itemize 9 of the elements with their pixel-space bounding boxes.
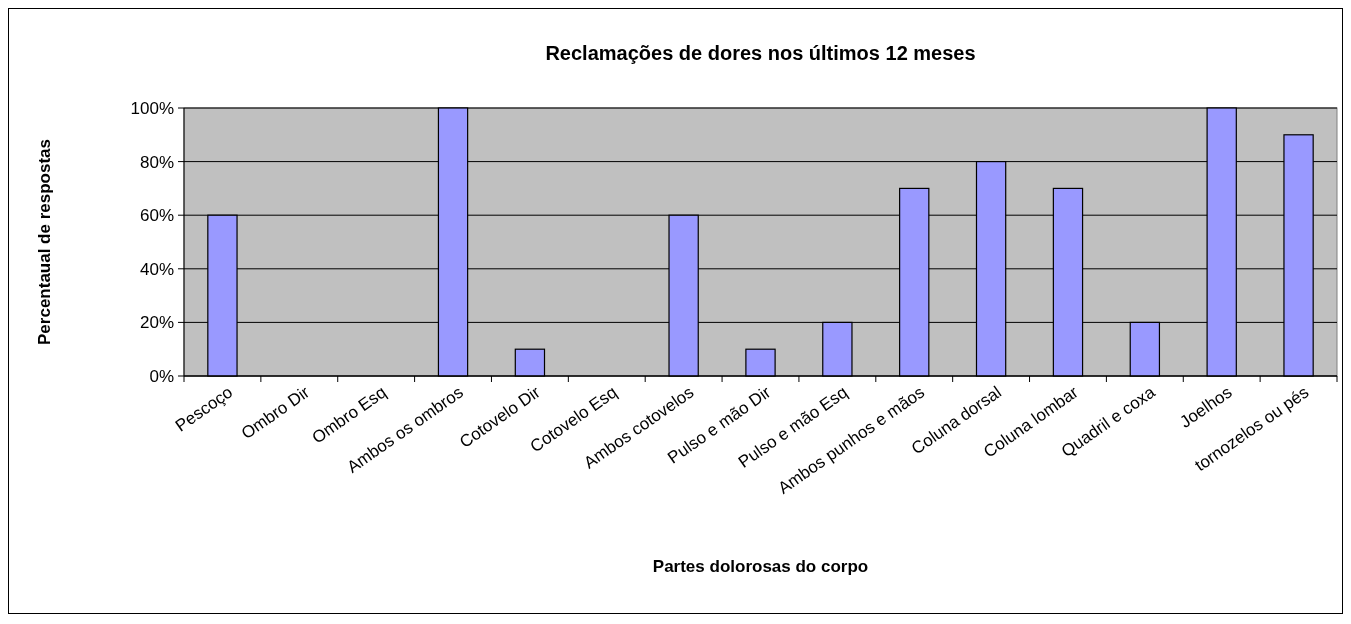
- y-tick-label: 40%: [139, 259, 174, 279]
- x-axis-title: Partes dolorosas do corpo: [652, 557, 869, 576]
- y-tick-label: 0%: [149, 366, 174, 386]
- chart-title: Reclamações de dores nos últimos 12 meses: [545, 42, 976, 64]
- y-tick-label: 80%: [139, 152, 174, 172]
- y-tick-label: 60%: [139, 206, 174, 226]
- y-axis-title: Percentaual de respostas: [35, 139, 54, 345]
- y-tick-label: 20%: [139, 313, 174, 333]
- y-tick-label: 100%: [130, 98, 174, 118]
